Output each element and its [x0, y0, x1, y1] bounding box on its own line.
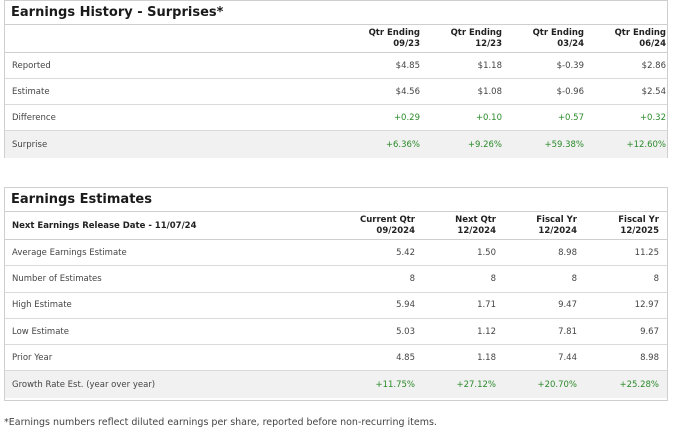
table-cell: 1.18 — [477, 352, 496, 363]
table-row: Number of Estimates 8 8 8 8 — [5, 266, 667, 293]
table-cell: $1.08 — [477, 86, 502, 97]
table-cell: 12.97 — [634, 300, 659, 311]
column-header: Fiscal Yr 12/2024 — [536, 215, 577, 236]
earnings-estimates-title: Earnings Estimates — [5, 188, 667, 212]
table-row: Prior Year 4.85 1.18 7.44 8.98 — [5, 345, 667, 372]
row-label: Growth Rate Est. (year over year) — [12, 379, 156, 390]
table-cell: 5.03 — [396, 326, 415, 337]
table-cell: 9.67 — [640, 326, 659, 337]
table-cell: +0.57 — [557, 112, 584, 123]
earnings-history-title: Earnings History - Surprises* — [5, 1, 667, 25]
table-cell: +0.29 — [393, 112, 420, 123]
table-cell: +9.26% — [467, 139, 502, 150]
table-cell: $-0.96 — [556, 86, 584, 97]
table-cell: $2.54 — [641, 86, 666, 97]
table-cell: 9.47 — [558, 300, 577, 311]
table-cell: 1.12 — [477, 326, 496, 337]
earnings-estimates-header-row: Next Earnings Release Date - 11/07/24 Cu… — [5, 212, 667, 240]
column-header: Current Qtr 09/2024 — [360, 215, 415, 236]
row-label: Surprise — [12, 139, 48, 150]
column-header: Qtr Ending 09/23 — [368, 28, 420, 49]
column-header: Fiscal Yr 12/2025 — [618, 215, 659, 236]
table-cell: +25.28% — [619, 379, 659, 390]
table-cell: 8 — [571, 273, 577, 284]
table-cell: $4.85 — [395, 60, 420, 71]
table-cell: 8.98 — [558, 247, 577, 258]
row-label: Prior Year — [12, 352, 53, 363]
table-cell: +12.60% — [626, 139, 666, 150]
table-cell: $-0.39 — [556, 60, 584, 71]
earnings-estimates-rows: Average Earnings Estimate 5.42 1.50 8.98… — [5, 240, 667, 398]
table-cell: +20.70% — [537, 379, 577, 390]
row-label: High Estimate — [12, 300, 72, 311]
column-header: Qtr Ending 06/24 — [614, 28, 666, 49]
table-cell: 1.71 — [477, 300, 496, 311]
table-row: Surprise +6.36% +9.26% +59.38% +12.60% — [5, 131, 667, 158]
table-cell: 7.81 — [558, 326, 577, 337]
table-cell: 5.94 — [396, 300, 415, 311]
table-cell: 4.85 — [396, 352, 415, 363]
table-row: Reported $4.85 $1.18 $-0.39 $2.86 — [5, 53, 667, 79]
table-row: Difference +0.29 +0.10 +0.57 +0.32 — [5, 105, 667, 131]
earnings-footnote: *Earnings numbers reflect diluted earnin… — [4, 417, 437, 428]
earnings-history-panel: Earnings History - Surprises* Qtr Ending… — [4, 0, 668, 158]
column-header: Qtr Ending 03/24 — [532, 28, 584, 49]
table-cell: 11.25 — [634, 247, 659, 258]
table-cell: 7.44 — [558, 352, 577, 363]
table-row: Estimate $4.56 $1.08 $-0.96 $2.54 — [5, 79, 667, 105]
table-row: Low Estimate 5.03 1.12 7.81 9.67 — [5, 319, 667, 346]
row-label: Number of Estimates — [12, 273, 102, 284]
table-cell: 8.98 — [640, 352, 659, 363]
table-cell: $2.86 — [641, 60, 666, 71]
earnings-history-header-row: Qtr Ending 09/23 Qtr Ending 12/23 Qtr Endi… — [5, 25, 667, 53]
table-cell: +0.10 — [475, 112, 502, 123]
table-row: High Estimate 5.94 1.71 9.47 12.97 — [5, 293, 667, 319]
table-cell: $1.18 — [477, 60, 502, 71]
row-label: Low Estimate — [12, 326, 69, 337]
earnings-estimates-panel: Earnings Estimates Next Earnings Release… — [4, 187, 668, 401]
next-release-date-label: Next Earnings Release Date - 11/07/24 — [12, 221, 197, 231]
header-label-empty — [5, 25, 338, 52]
table-cell: 8 — [490, 273, 496, 284]
column-header: Qtr Ending 12/23 — [450, 28, 502, 49]
earnings-history-rows: Reported $4.85 $1.18 $-0.39 $2.86 Estima… — [5, 53, 667, 158]
row-label: Average Earnings Estimate — [12, 247, 127, 258]
table-cell: +27.12% — [456, 379, 496, 390]
table-row: Average Earnings Estimate 5.42 1.50 8.98… — [5, 240, 667, 267]
table-cell: +6.36% — [385, 139, 420, 150]
table-cell: +11.75% — [375, 379, 415, 390]
table-cell: 8 — [653, 273, 659, 284]
table-cell: +59.38% — [544, 139, 584, 150]
row-label: Estimate — [12, 86, 50, 97]
row-label: Reported — [12, 60, 51, 71]
table-cell: 5.42 — [396, 247, 415, 258]
table-cell: +0.32 — [639, 112, 666, 123]
row-label: Difference — [12, 112, 56, 123]
table-cell: 8 — [409, 273, 415, 284]
table-cell: 1.50 — [477, 247, 496, 258]
table-row: Growth Rate Est. (year over year) +11.75… — [5, 371, 667, 398]
column-header: Next Qtr 12/2024 — [455, 215, 496, 236]
table-cell: $4.56 — [395, 86, 420, 97]
